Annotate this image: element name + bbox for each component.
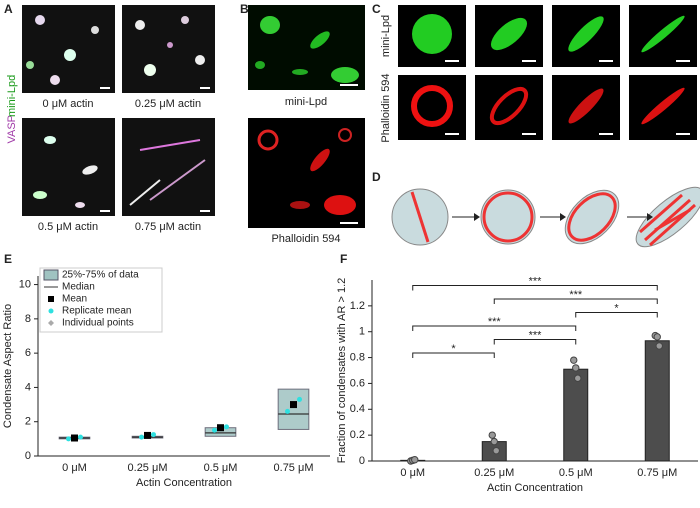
legend-swatch [43, 269, 59, 281]
replicate-point [492, 446, 500, 455]
x-axis-label: Actin Concentration [136, 477, 232, 489]
panel-label: F [340, 252, 347, 266]
panel-label: C [372, 2, 381, 16]
significance-label: *** [488, 316, 502, 328]
y-tick-label: 0.2 [350, 429, 365, 441]
significance-bracket [412, 325, 577, 331]
replicate-mean [66, 436, 71, 442]
legend-label: Individual points [62, 318, 134, 329]
legend-swatch [48, 320, 54, 326]
legend-label: 25%-75% of data [62, 270, 139, 281]
stain-label: mini-Lpd [6, 75, 18, 117]
replicate-point [490, 437, 498, 446]
replicate-point [411, 456, 419, 464]
panel-label: E [4, 252, 12, 266]
panel-label: A [4, 2, 13, 16]
x-axis-label: Actin Concentration [487, 482, 583, 494]
x-tick-label: 0.25 μM [474, 467, 514, 479]
y-tick-label: 10 [19, 278, 31, 290]
caption: 0.75 μM actin [135, 221, 201, 233]
significance-label: *** [569, 289, 583, 301]
caption: mini-Lpd [285, 96, 327, 108]
y-tick-label: 0.6 [350, 377, 365, 389]
y-tick-label: 6 [25, 347, 31, 359]
replicate-point [574, 374, 582, 382]
replicate-mean [285, 408, 290, 414]
caption: 0.5 μM actin [38, 221, 98, 233]
stain-label: VASP [6, 115, 18, 144]
y-tick-label: 4 [25, 381, 31, 393]
legend-label: Replicate mean [62, 306, 131, 317]
significance-bracket [412, 352, 495, 358]
bar [563, 368, 589, 462]
replicate-mean [151, 432, 156, 438]
legend-label: Mean [62, 294, 87, 305]
mean [144, 431, 151, 439]
micrographs-c [398, 5, 697, 140]
y-tick-label: 1.2 [350, 300, 365, 312]
y-tick-label: 0 [359, 455, 365, 467]
x-tick-label: 0.75 μM [637, 467, 677, 479]
replicate-point [655, 342, 663, 350]
replicate-point [570, 356, 578, 364]
panel-label: D [372, 170, 381, 184]
x-tick-label: 0 μM [400, 467, 425, 479]
schematic [391, 186, 700, 248]
panel-label: B [240, 2, 249, 16]
caption: Phalloidin 594 [271, 233, 340, 245]
mean [71, 434, 78, 442]
y-tick-label: 1 [359, 326, 365, 338]
row-label: Phalloidin 594 [380, 73, 392, 142]
replicate-mean [78, 434, 83, 440]
replicate-mean [212, 427, 217, 433]
y-tick-label: 2 [25, 416, 31, 428]
replicate-mean [224, 424, 229, 430]
y-tick-label: 8 [25, 313, 31, 325]
replicate-point [572, 364, 580, 372]
significance-label: *** [529, 329, 543, 341]
significance-bracket [412, 285, 658, 291]
legend-label: Median [62, 282, 95, 293]
x-tick-label: 0.5 μM [204, 462, 238, 474]
significance-bracket [493, 298, 658, 304]
replicate-mean [139, 434, 144, 440]
x-tick-label: 0.5 μM [559, 467, 593, 479]
caption: 0.25 μM actin [135, 98, 201, 110]
replicate-mean [297, 396, 302, 402]
x-tick-label: 0 μM [62, 462, 87, 474]
box [277, 388, 310, 430]
mean [290, 401, 297, 409]
replicate-point [653, 333, 661, 341]
y-tick-label: 0 [25, 450, 31, 462]
micrographs-a [22, 5, 215, 216]
x-tick-label: 0.75 μM [274, 462, 314, 474]
mean [217, 424, 224, 432]
y-tick-label: 0.4 [350, 403, 365, 415]
significance-bracket [575, 312, 658, 318]
significance-label: *** [529, 275, 543, 287]
micrographs-b [248, 5, 365, 228]
legend-swatch [48, 308, 54, 314]
row-label: mini-Lpd [380, 15, 392, 57]
legend-swatch [48, 296, 54, 302]
replicate-point [488, 431, 496, 439]
significance-bracket [493, 339, 577, 345]
y-axis-label: Fraction of condensates with AR > 1.2 [336, 278, 348, 464]
y-axis-label: Condensate Aspect Ratio [2, 304, 14, 428]
bar [644, 340, 670, 462]
x-tick-label: 0.25 μM [128, 462, 168, 474]
legend-frame [39, 267, 163, 333]
significance-label: * [451, 343, 456, 355]
caption: 0 μM actin [43, 98, 94, 110]
significance-label: * [614, 302, 619, 314]
y-tick-label: 0.8 [350, 351, 365, 363]
